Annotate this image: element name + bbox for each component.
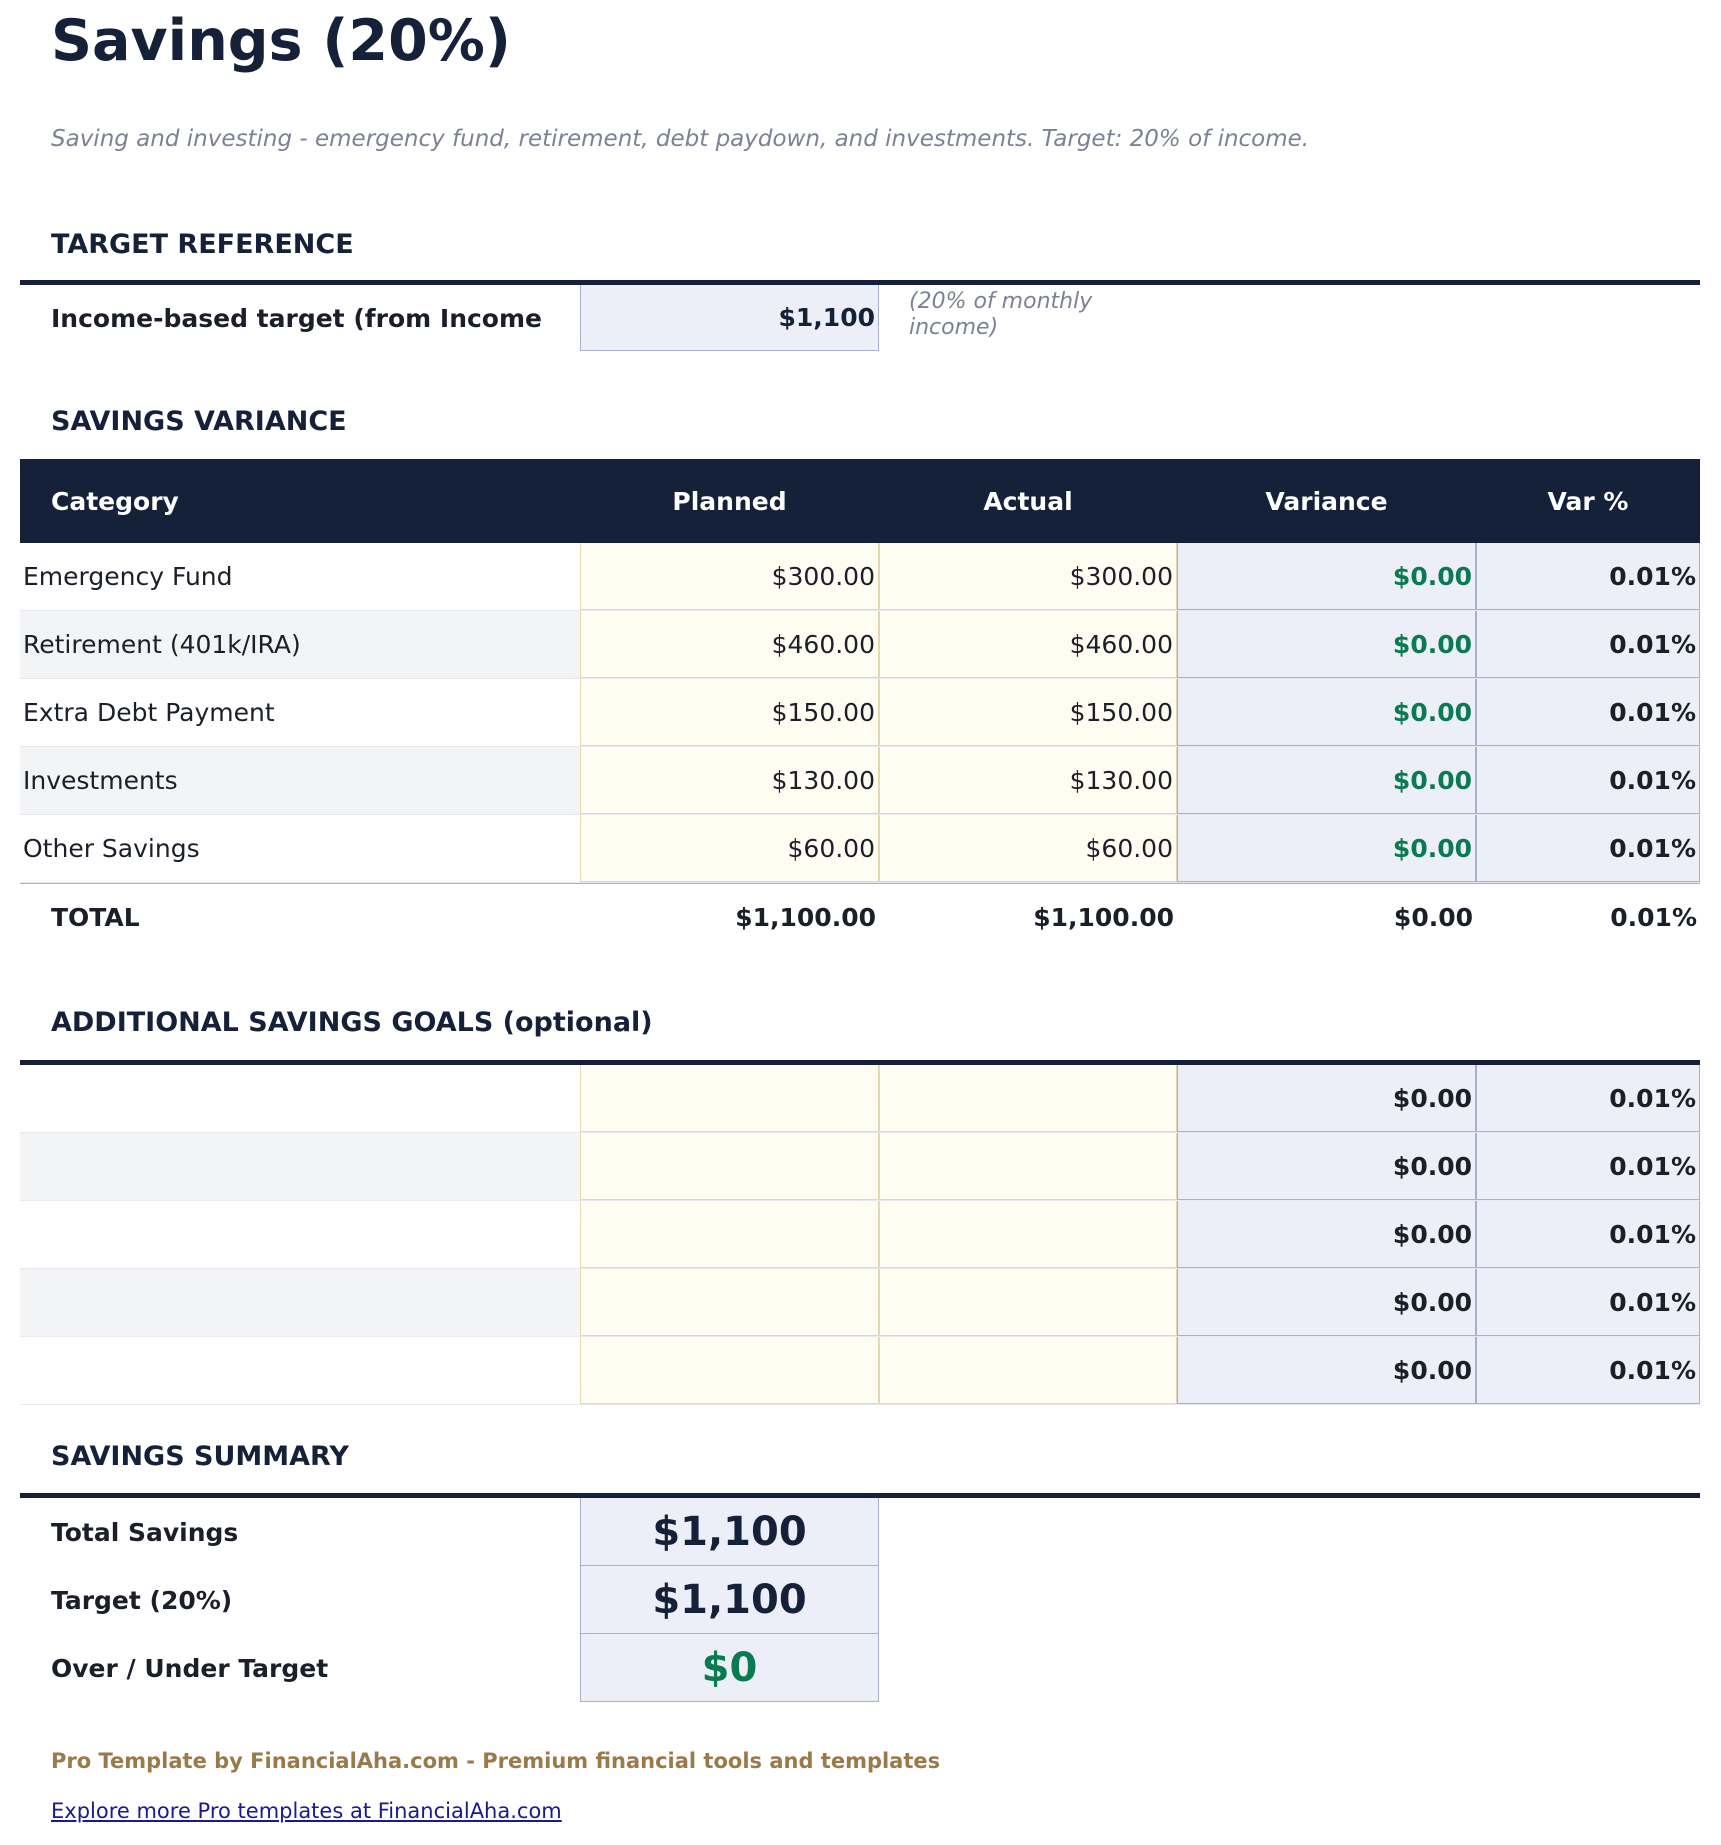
footer-credit: Pro Template by FinancialAha.com - Premi… — [51, 1749, 941, 1773]
section-savings-variance: SAVINGS VARIANCE — [51, 406, 347, 437]
col-category: Category — [51, 486, 179, 516]
goal-variance-cell: $0.00 — [1177, 1269, 1476, 1336]
goal-variance-cell: $0.00 — [1177, 1065, 1476, 1132]
var-pct-cell: 0.01% — [1476, 747, 1700, 814]
summary-label: Total Savings — [51, 1517, 239, 1547]
variance-cell: $0.00 — [1177, 815, 1476, 882]
actual-cell[interactable]: $300.00 — [879, 543, 1177, 610]
goal-row: $0.00 0.01% — [20, 1337, 1700, 1405]
target-note: (20% of monthly income) — [909, 289, 1093, 341]
planned-cell[interactable]: $60.00 — [580, 815, 879, 882]
target-value-cell[interactable]: $1,100 — [580, 285, 879, 351]
goal-planned-cell[interactable] — [580, 1065, 879, 1132]
goal-name-cell[interactable] — [20, 1201, 580, 1268]
goal-variance-cell: $0.00 — [1177, 1133, 1476, 1200]
actual-cell[interactable]: $460.00 — [879, 611, 1177, 678]
summary-value: $0 — [580, 1634, 879, 1702]
planned-cell[interactable]: $150.00 — [580, 679, 879, 746]
table-row: Extra Debt Payment $150.00 $150.00 $0.00 0.0… — [20, 679, 1700, 747]
variance-cell: $0.00 — [1177, 611, 1476, 678]
actual-cell[interactable]: $150.00 — [879, 679, 1177, 746]
var-pct-cell: 0.01% — [1476, 611, 1700, 678]
target-row: Income-based target (from Income $1,100 … — [20, 285, 1700, 351]
goal-row: $0.00 0.01% — [20, 1065, 1700, 1133]
total-variance: $0.00 — [1393, 903, 1473, 932]
goal-var-pct-cell: 0.01% — [1476, 1337, 1700, 1404]
summary-value: $1,100 — [580, 1498, 879, 1566]
col-variance: Variance — [1265, 486, 1388, 516]
goal-actual-cell[interactable] — [879, 1201, 1177, 1268]
planned-cell[interactable]: $130.00 — [580, 747, 879, 814]
section-additional-goals: ADDITIONAL SAVINGS GOALS (optional) — [51, 1007, 653, 1038]
goal-actual-cell[interactable] — [879, 1065, 1177, 1132]
goal-var-pct-cell: 0.01% — [1476, 1133, 1700, 1200]
table-row: Other Savings $60.00 $60.00 $0.00 0.01% — [20, 815, 1700, 883]
table-header: Category Planned Actual Variance Var % — [20, 459, 1700, 543]
goal-var-pct-cell: 0.01% — [1476, 1269, 1700, 1336]
category-cell: Emergency Fund — [23, 562, 233, 591]
summary-value: $1,100 — [580, 1566, 879, 1634]
category-cell: Retirement (401k/IRA) — [23, 630, 301, 659]
goal-actual-cell[interactable] — [879, 1133, 1177, 1200]
divider — [20, 280, 1700, 285]
planned-cell[interactable]: $300.00 — [580, 543, 879, 610]
goal-planned-cell[interactable] — [580, 1269, 879, 1336]
goal-var-pct-cell: 0.01% — [1476, 1201, 1700, 1268]
summary-row: Over / Under Target $0 — [20, 1634, 1700, 1702]
page-subtitle: Saving and investing - emergency fund, r… — [51, 126, 1310, 152]
var-pct-cell: 0.01% — [1476, 543, 1700, 610]
target-label: Income-based target (from Income — [51, 303, 542, 333]
goal-variance-cell: $0.00 — [1177, 1201, 1476, 1268]
goal-planned-cell[interactable] — [580, 1201, 879, 1268]
table-row: Investments $130.00 $130.00 $0.00 0.01% — [20, 747, 1700, 815]
page-title: Savings (20%) — [51, 8, 511, 74]
goal-row: $0.00 0.01% — [20, 1201, 1700, 1269]
goal-row: $0.00 0.01% — [20, 1133, 1700, 1201]
planned-cell[interactable]: $460.00 — [580, 611, 879, 678]
goal-actual-cell[interactable] — [879, 1269, 1177, 1336]
actual-cell[interactable]: $130.00 — [879, 747, 1177, 814]
summary-row: Total Savings $1,100 — [20, 1498, 1700, 1566]
col-var-pct: Var % — [1547, 486, 1629, 516]
category-cell: Investments — [23, 766, 178, 795]
var-pct-cell: 0.01% — [1476, 679, 1700, 746]
total-row: TOTAL $1,100.00 $1,100.00 $0.00 0.01% — [20, 883, 1700, 951]
variance-cell: $0.00 — [1177, 747, 1476, 814]
goal-variance-cell: $0.00 — [1177, 1337, 1476, 1404]
total-planned: $1,100.00 — [735, 903, 876, 932]
section-target-reference: TARGET REFERENCE — [51, 229, 354, 260]
section-savings-summary: SAVINGS SUMMARY — [51, 1441, 349, 1472]
goal-planned-cell[interactable] — [580, 1337, 879, 1404]
goal-planned-cell[interactable] — [580, 1133, 879, 1200]
goal-name-cell[interactable] — [20, 1133, 580, 1200]
goal-row: $0.00 0.01% — [20, 1269, 1700, 1337]
variance-cell: $0.00 — [1177, 679, 1476, 746]
col-actual: Actual — [983, 486, 1073, 516]
footer-link[interactable]: Explore more Pro templates at FinancialA… — [51, 1799, 562, 1823]
summary-label: Target (20%) — [51, 1585, 233, 1615]
col-planned: Planned — [672, 486, 787, 516]
total-label: TOTAL — [51, 903, 140, 932]
variance-cell: $0.00 — [1177, 543, 1476, 610]
summary-row: Target (20%) $1,100 — [20, 1566, 1700, 1634]
divider — [20, 1060, 1700, 1065]
divider — [20, 1493, 1700, 1498]
category-cell: Extra Debt Payment — [23, 698, 275, 727]
table-row: Emergency Fund $300.00 $300.00 $0.00 0.01% — [20, 543, 1700, 611]
var-pct-cell: 0.01% — [1476, 815, 1700, 882]
goal-name-cell[interactable] — [20, 1337, 580, 1404]
goal-name-cell[interactable] — [20, 1065, 580, 1132]
table-row: Retirement (401k/IRA) $460.00 $460.00 $0.00… — [20, 611, 1700, 679]
total-var-pct: 0.01% — [1610, 903, 1697, 932]
actual-cell[interactable]: $60.00 — [879, 815, 1177, 882]
total-actual: $1,100.00 — [1033, 903, 1174, 932]
summary-label: Over / Under Target — [51, 1653, 329, 1683]
goal-name-cell[interactable] — [20, 1269, 580, 1336]
goal-actual-cell[interactable] — [879, 1337, 1177, 1404]
category-cell: Other Savings — [23, 834, 200, 863]
goal-var-pct-cell: 0.01% — [1476, 1065, 1700, 1132]
